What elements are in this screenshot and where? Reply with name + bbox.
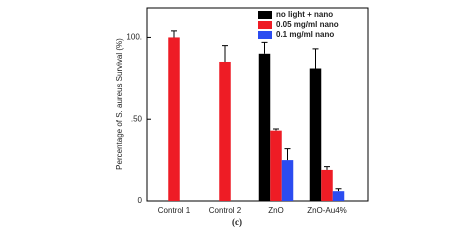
legend-swatch bbox=[258, 21, 272, 29]
legend-swatch bbox=[258, 31, 272, 39]
x-tick-label: ZnO bbox=[268, 206, 284, 215]
y-axis-label: Percentage of S. aureus Survival (%) bbox=[115, 38, 124, 170]
bar bbox=[270, 130, 282, 201]
error-bar bbox=[324, 166, 330, 170]
bar bbox=[219, 61, 231, 201]
error-bar bbox=[273, 128, 279, 131]
y-tick-label: 0 bbox=[138, 196, 143, 205]
x-tick-label: Control 1 bbox=[158, 206, 191, 215]
bar bbox=[332, 191, 345, 201]
legend-swatch bbox=[258, 11, 272, 19]
bar bbox=[168, 37, 180, 202]
error-bar bbox=[261, 41, 268, 54]
error-bar bbox=[312, 48, 319, 69]
error-bar bbox=[284, 148, 291, 161]
bar bbox=[321, 169, 333, 201]
error-bar bbox=[335, 188, 342, 192]
x-tick-label: Control 2 bbox=[209, 206, 242, 215]
error-bar bbox=[222, 45, 228, 62]
legend-label: 0.1 mg/ml nano bbox=[276, 30, 334, 39]
caption: (c) bbox=[232, 217, 242, 227]
bar bbox=[258, 53, 271, 201]
error-bar bbox=[171, 30, 177, 38]
bar bbox=[281, 160, 294, 201]
y-tick-label: .50 bbox=[131, 114, 143, 123]
chart: Percentage of S. aureus Survival (%) (c)… bbox=[115, 7, 369, 227]
plot-frame bbox=[146, 7, 369, 202]
bar bbox=[309, 68, 322, 201]
legend-label: no light + nano bbox=[276, 10, 333, 19]
y-tick-label: 100. bbox=[126, 33, 142, 42]
x-tick-label: ZnO-Au4% bbox=[307, 206, 347, 215]
legend-label: 0.05 mg/ml nano bbox=[276, 20, 339, 29]
